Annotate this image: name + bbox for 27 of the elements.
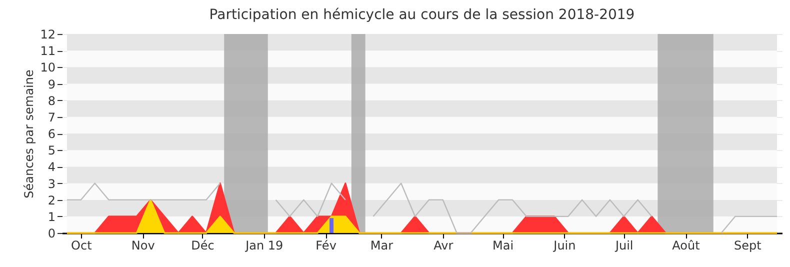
x-tick-label: Juin: [552, 238, 576, 252]
y-tick-label: 1: [48, 210, 56, 224]
y-tick-label: 6: [48, 127, 56, 141]
x-tick-label: Sept: [734, 238, 762, 252]
y-tick-label: 7: [48, 110, 56, 124]
y-tick-label: 5: [48, 144, 56, 158]
y-tick-label: 4: [48, 160, 56, 174]
x-tick-label: Mar: [370, 238, 394, 252]
x-tick-label: Août: [672, 238, 700, 252]
x-tick-label: Avr: [434, 238, 454, 252]
y-tick-label: 8: [48, 94, 56, 108]
y-tick-label: 10: [40, 60, 56, 75]
chart-title: Participation en hémicycle au cours de la session 2018-2019: [209, 7, 635, 23]
x-tick-label: Juil: [614, 238, 634, 252]
x-tick-label: Jan 19: [244, 238, 284, 252]
y-tick-label: 3: [48, 176, 56, 191]
y-axis-title: Séances par semaine: [22, 70, 36, 198]
x-tick-label: Déc: [191, 238, 214, 252]
x-tick-label: Mai: [492, 238, 514, 252]
y-tick-label: 0: [48, 226, 56, 240]
y-tick-label: 11: [40, 44, 56, 58]
y-tick-label: 2: [48, 193, 56, 208]
y-tick-label: 12: [40, 28, 56, 42]
x-tick-label: Oct: [71, 238, 92, 252]
x-tick-label: Nov: [131, 238, 155, 252]
x-tick-label: Fév: [316, 238, 336, 252]
y-tick-label: 9: [48, 77, 56, 92]
